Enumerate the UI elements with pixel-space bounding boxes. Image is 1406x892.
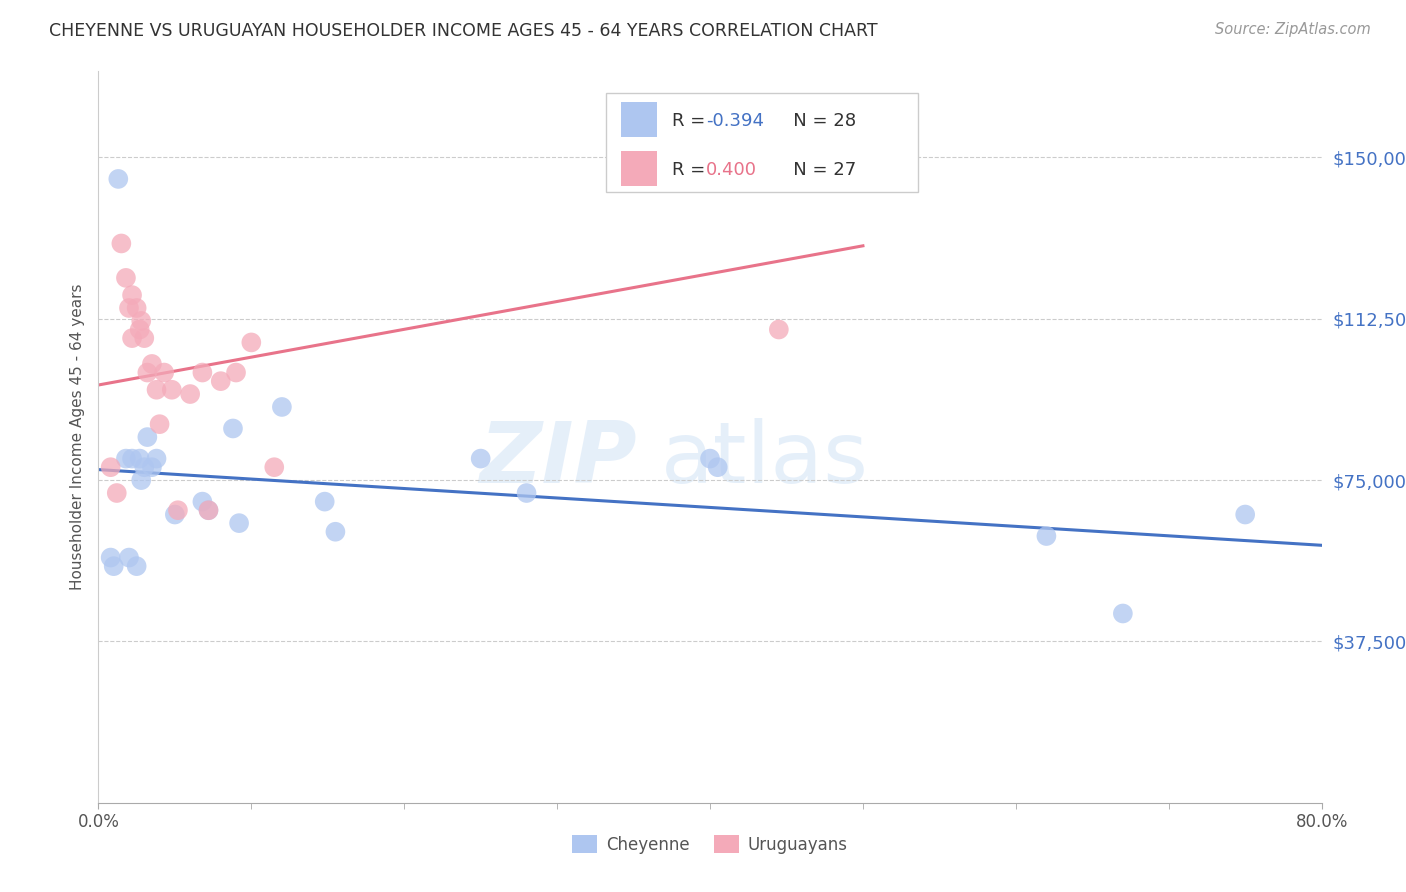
Point bbox=[160, 383, 183, 397]
Point bbox=[179, 387, 201, 401]
Point bbox=[141, 357, 163, 371]
Point bbox=[270, 400, 292, 414]
Text: R =: R = bbox=[672, 161, 711, 179]
Point bbox=[699, 451, 721, 466]
Point bbox=[730, 128, 752, 143]
Point bbox=[121, 331, 143, 345]
Text: atlas: atlas bbox=[661, 417, 869, 500]
Point bbox=[1112, 607, 1135, 621]
Point bbox=[768, 322, 790, 336]
Point bbox=[1234, 508, 1257, 522]
Point bbox=[145, 383, 167, 397]
Point bbox=[149, 417, 172, 432]
Text: -0.394: -0.394 bbox=[706, 112, 765, 130]
Point bbox=[136, 430, 159, 444]
Point bbox=[134, 460, 156, 475]
Point bbox=[209, 374, 232, 388]
Text: 0.400: 0.400 bbox=[706, 161, 758, 179]
Point bbox=[191, 494, 214, 508]
Text: R =: R = bbox=[672, 112, 711, 130]
Point bbox=[128, 322, 150, 336]
Point bbox=[145, 451, 167, 466]
Point bbox=[118, 550, 141, 565]
Point bbox=[314, 494, 336, 508]
Point bbox=[167, 503, 190, 517]
Point bbox=[197, 503, 219, 517]
Point bbox=[121, 288, 143, 302]
Point bbox=[1035, 529, 1057, 543]
Point bbox=[105, 486, 128, 500]
Point bbox=[191, 366, 214, 380]
Point bbox=[163, 508, 186, 522]
Point bbox=[141, 460, 163, 475]
Point bbox=[125, 559, 148, 574]
Bar bbox=[620, 152, 658, 186]
Point bbox=[516, 486, 538, 500]
Point bbox=[115, 271, 138, 285]
Point bbox=[325, 524, 347, 539]
Point bbox=[121, 451, 143, 466]
Point bbox=[228, 516, 250, 530]
Point bbox=[110, 236, 132, 251]
Point bbox=[222, 421, 245, 435]
Point bbox=[706, 460, 728, 475]
Point bbox=[100, 460, 122, 475]
Point bbox=[263, 460, 285, 475]
Text: N = 27: N = 27 bbox=[776, 161, 856, 179]
Point bbox=[129, 314, 152, 328]
Text: N = 28: N = 28 bbox=[776, 112, 856, 130]
Point bbox=[128, 451, 150, 466]
Text: ZIP: ZIP bbox=[479, 417, 637, 500]
Point bbox=[470, 451, 492, 466]
Point bbox=[107, 172, 129, 186]
Point bbox=[134, 331, 156, 345]
Bar bbox=[620, 102, 658, 137]
Point bbox=[225, 366, 247, 380]
Text: CHEYENNE VS URUGUAYAN HOUSEHOLDER INCOME AGES 45 - 64 YEARS CORRELATION CHART: CHEYENNE VS URUGUAYAN HOUSEHOLDER INCOME… bbox=[49, 22, 877, 40]
Point bbox=[125, 301, 148, 315]
Point bbox=[197, 503, 219, 517]
Point bbox=[240, 335, 263, 350]
Y-axis label: Householder Income Ages 45 - 64 years: Householder Income Ages 45 - 64 years bbox=[69, 284, 84, 591]
Point bbox=[136, 366, 159, 380]
Point bbox=[129, 473, 152, 487]
Point bbox=[153, 366, 176, 380]
Bar bbox=[606, 94, 918, 192]
Text: Source: ZipAtlas.com: Source: ZipAtlas.com bbox=[1215, 22, 1371, 37]
Point bbox=[115, 451, 138, 466]
Point bbox=[100, 550, 122, 565]
Point bbox=[103, 559, 125, 574]
Legend: Cheyenne, Uruguayans: Cheyenne, Uruguayans bbox=[565, 829, 855, 860]
Point bbox=[118, 301, 141, 315]
